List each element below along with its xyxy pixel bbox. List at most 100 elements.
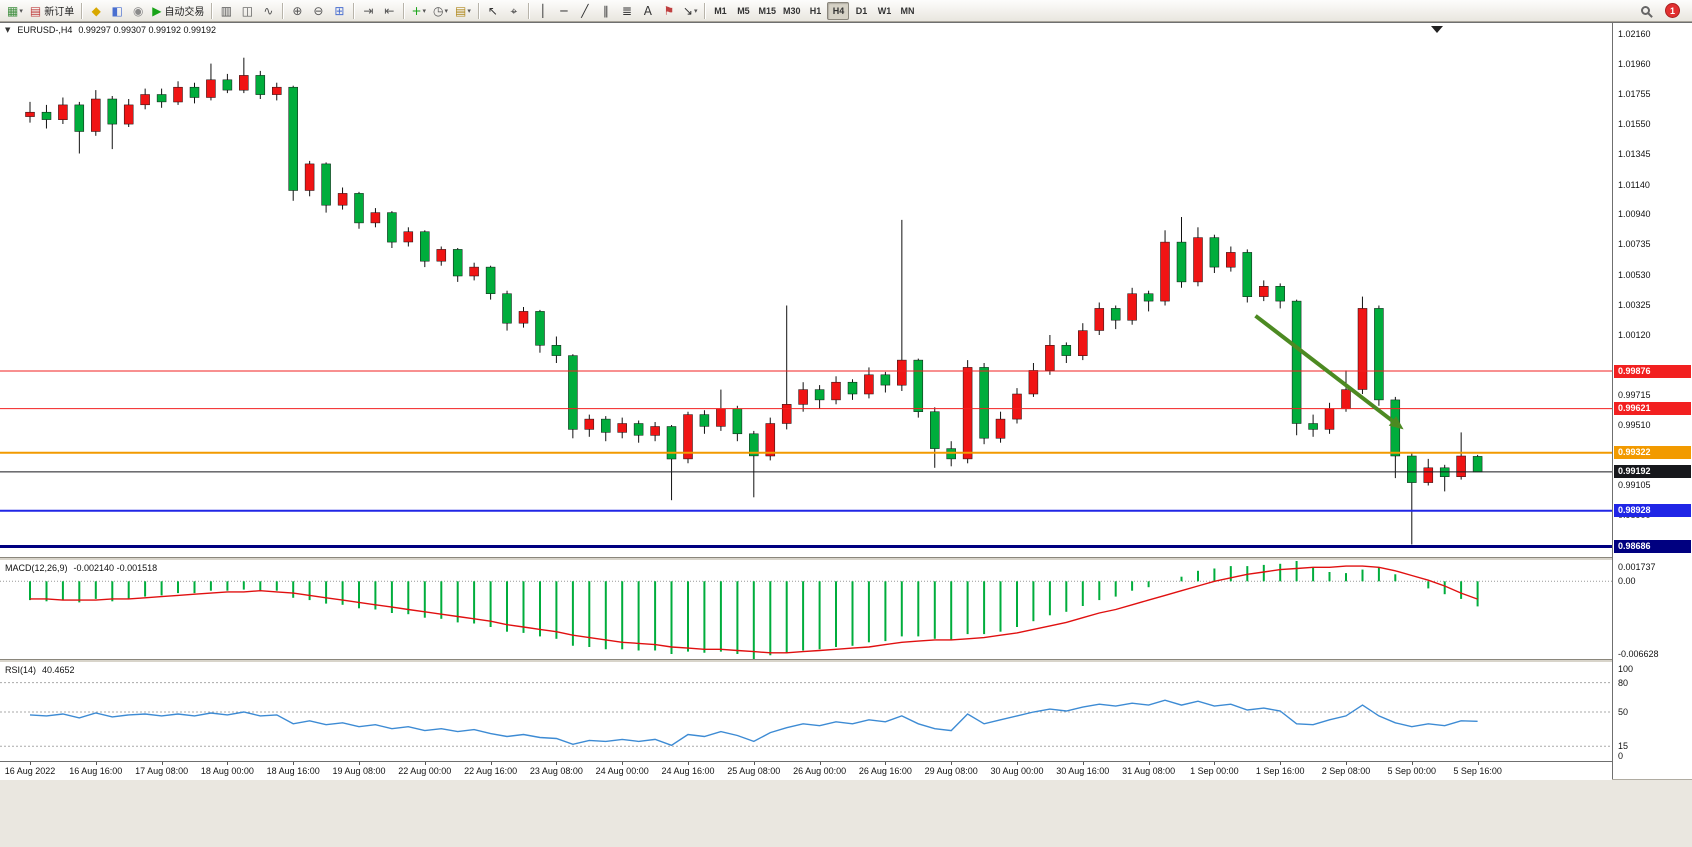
time-axis[interactable]: 16 Aug 2022 16 Aug 16:00 17 Aug 08:00 18 Au…	[0, 761, 1612, 780]
time-tick	[1148, 762, 1150, 765]
new-order-button[interactable]: ▤ 新订单	[27, 2, 77, 20]
arrows-button[interactable]: ↘ ▾	[680, 2, 701, 20]
candle	[485, 266, 496, 294]
chart-shift-marker[interactable]	[1431, 26, 1443, 33]
main-chart-panel[interactable]: ▼ EURUSD-,H4 0.99297 0.99307 0.99192 0.9…	[0, 23, 1612, 557]
rsi-panel[interactable]: RSI(14) 40.4652	[0, 663, 1612, 761]
search-button[interactable]	[1635, 2, 1655, 20]
toolbar-separator	[527, 2, 529, 19]
metaeditor-button[interactable]: ◆	[86, 2, 106, 20]
vertical-line-button[interactable]: │	[533, 2, 553, 20]
candle	[1127, 293, 1137, 321]
new-chart-button[interactable]: ▦ ▾	[4, 2, 26, 20]
candle	[91, 98, 101, 132]
zoom-out-button[interactable]: ⊖	[308, 2, 328, 20]
timeframe-h1-label: H1	[809, 5, 822, 16]
candle	[946, 448, 956, 460]
templates-icon: ▤	[455, 3, 467, 18]
time-tick	[227, 762, 229, 765]
candlestick-chart-button[interactable]: ◫	[237, 2, 257, 20]
candle	[1176, 241, 1187, 283]
rsi-chart[interactable]	[0, 663, 1612, 761]
notification-badge[interactable]: 1	[1665, 3, 1680, 18]
price-badge: 0.99322	[1614, 446, 1691, 460]
candlestick-chart[interactable]	[0, 23, 1612, 557]
candle	[370, 212, 381, 224]
crosshair-button[interactable]: ⌖	[504, 2, 524, 20]
tile-windows-button[interactable]: ⊞	[329, 2, 349, 20]
fibonacci-button[interactable]: ≣	[617, 2, 637, 20]
time-tick	[1477, 762, 1479, 765]
timeframe-mn[interactable]: MN	[896, 2, 918, 20]
timeframe-w1[interactable]: W1	[873, 2, 895, 20]
toolbar-separator	[353, 2, 355, 19]
text-label-button[interactable]: ⚑	[659, 2, 679, 20]
panel-separator[interactable]	[0, 557, 1612, 561]
timeframe-m1[interactable]: M1	[709, 2, 731, 20]
timeframe-m30-label: M30	[782, 5, 801, 16]
text-button[interactable]: A	[638, 2, 658, 20]
trend-arrow[interactable]	[1254, 314, 1394, 423]
templates-button[interactable]: ▤ ▾	[452, 2, 474, 20]
time-tick	[688, 762, 689, 765]
market-watch-icon: ◧	[111, 3, 123, 18]
timeframe-h1[interactable]: H1	[804, 2, 826, 20]
horizontal-line-button[interactable]: ─	[554, 2, 574, 20]
indicators-button[interactable]: + ▾	[408, 2, 429, 20]
time-tick	[359, 762, 360, 765]
candle	[962, 367, 973, 460]
candle	[995, 418, 1006, 439]
candle	[140, 94, 150, 106]
timeframe-d1[interactable]: D1	[850, 2, 872, 20]
line-chart-button[interactable]: ∿	[258, 2, 278, 20]
navigator-button[interactable]: ◉	[128, 2, 148, 20]
candle	[1291, 300, 1302, 424]
toolbar-buttons: ▦ ▾ ▤ 新订单 ◆ ◧ ◉ ▶ 自动交易 ▥ ◫ ∿ ⊕ ⊖ ⊞ ⇥ ⇤ + ▾ ◷ ▾ ▤ ▾ ↖ ⌖ │ ─ ╱ ∥ ≣ A ⚑ ↘ ▾ M…	[4, 1, 918, 20]
candle	[1061, 345, 1072, 356]
time-label: 1 Sep 16:00	[1255, 766, 1305, 776]
time-tick	[885, 762, 887, 765]
price-badge: 0.99192	[1614, 465, 1691, 479]
rsi-line	[29, 699, 1478, 747]
chart-shift-button[interactable]: ⇤	[379, 2, 399, 20]
price-badge: 0.99621	[1614, 402, 1691, 416]
cursor-button[interactable]: ↖	[483, 2, 503, 20]
time-label: 24 Aug 16:00	[661, 766, 715, 776]
candle	[403, 231, 414, 243]
price-axis[interactable]: 1.02160 1.01960 1.01755 1.01550 1.01345 1.011…	[1612, 23, 1692, 779]
channel-button[interactable]: ∥	[596, 2, 616, 20]
periods-button[interactable]: ◷ ▾	[430, 2, 451, 20]
macd-panel[interactable]: MACD(12,26,9) -0.002140 -0.001518	[0, 561, 1612, 659]
time-label: 1 Sep 00:00	[1190, 766, 1239, 776]
trendline-button[interactable]: ╱	[575, 2, 595, 20]
candle	[551, 345, 562, 356]
time-tick	[293, 762, 295, 765]
candle	[189, 86, 200, 98]
crosshair-icon: ⌖	[510, 3, 518, 18]
candle	[206, 79, 216, 98]
auto-scroll-button[interactable]: ⇥	[358, 2, 378, 20]
arrows-icon: ↘	[682, 3, 693, 18]
candle	[469, 266, 479, 277]
market-watch-button[interactable]: ◧	[107, 2, 127, 20]
autotrading-button[interactable]: ▶ 自动交易	[149, 2, 207, 20]
timeframe-m5[interactable]: M5	[732, 2, 754, 20]
rsi-tick-label: 100	[1618, 664, 1634, 674]
timeframe-m30[interactable]: M30	[780, 2, 804, 20]
chevron-down-icon[interactable]: ▼	[5, 26, 11, 34]
candle	[1308, 423, 1318, 430]
bar-chart-button[interactable]: ▥	[216, 2, 236, 20]
panel-separator[interactable]	[0, 659, 1612, 663]
toolbar-right-group: 1	[1635, 2, 1688, 20]
new-chart-icon: ▦	[7, 3, 19, 18]
macd-chart[interactable]	[0, 561, 1612, 659]
zoom-in-button[interactable]: ⊕	[287, 2, 307, 20]
timeframe-h4[interactable]: H4	[827, 1, 850, 20]
candle	[880, 374, 891, 386]
macd-tick-label: 0.001737	[1618, 562, 1656, 572]
timeframe-m15[interactable]: M15	[755, 2, 779, 20]
tile-windows-icon: ⊞	[334, 3, 345, 18]
candle	[321, 163, 331, 206]
time-tick	[1082, 762, 1084, 765]
